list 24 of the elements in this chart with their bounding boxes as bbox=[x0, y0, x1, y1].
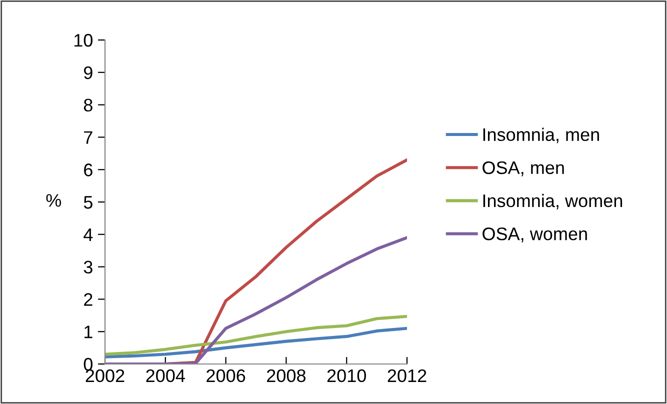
y-tick-label: 6 bbox=[84, 164, 92, 176]
y-tick-label: 5 bbox=[84, 196, 92, 209]
x-tick-label: 2008 bbox=[267, 369, 306, 382]
x-tick-label: 2006 bbox=[206, 369, 246, 382]
y-tick-label: 8 bbox=[84, 98, 92, 112]
x-tick-label: 2004 bbox=[146, 369, 185, 382]
legend-label: OSA, women bbox=[482, 227, 587, 242]
y-tick-label: 3 bbox=[84, 260, 92, 274]
y-tick-label: 9 bbox=[84, 66, 92, 80]
y-axis-title: % bbox=[46, 194, 62, 207]
legend-label: Insomnia, women bbox=[483, 194, 622, 210]
x-tick-label: 2010 bbox=[327, 369, 366, 382]
legend-label: Insomnia, men bbox=[483, 128, 599, 144]
line-series bbox=[105, 314, 407, 356]
y-tick-label: 10 bbox=[74, 34, 92, 47]
y-tick-label: 1 bbox=[84, 326, 92, 338]
y-tick-label: 0 bbox=[84, 358, 92, 371]
y-tick-label: 2 bbox=[84, 293, 92, 306]
legend-label: OSA, men bbox=[482, 161, 564, 176]
y-tick-label: 7 bbox=[84, 131, 92, 144]
line-series bbox=[105, 326, 407, 358]
y-tick-label: 4 bbox=[84, 228, 93, 241]
x-tick-label: 2012 bbox=[388, 369, 426, 382]
x-tick-label: 2002 bbox=[86, 369, 124, 382]
